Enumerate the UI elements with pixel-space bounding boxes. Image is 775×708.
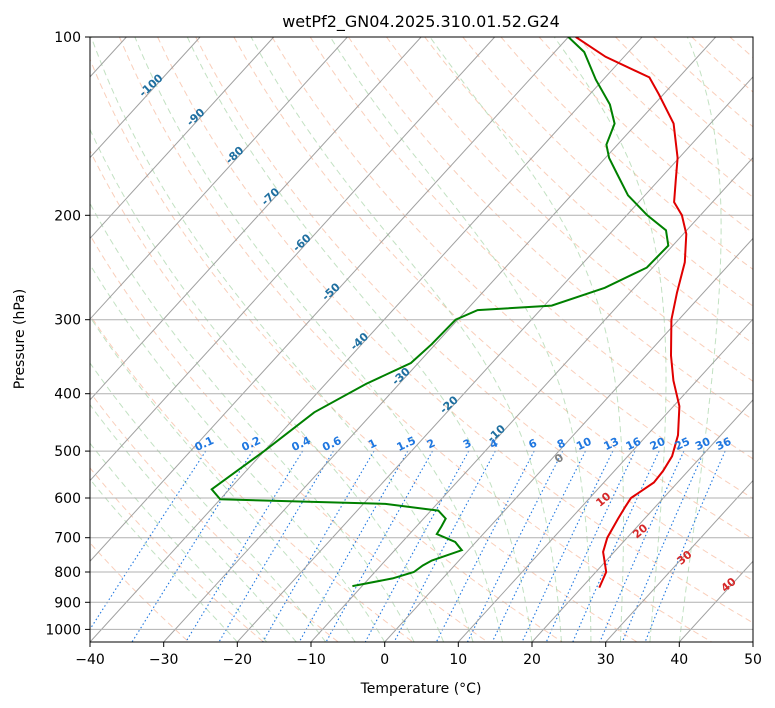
dewpoint-profile-line	[210, 37, 670, 588]
plot-frame	[89, 36, 754, 643]
dry-adiabat-line	[271, 37, 753, 500]
x-tick-label: 10	[449, 652, 467, 668]
y-axis-title: Pressure (hPa)	[12, 289, 28, 389]
y-tick-label: 1000	[45, 622, 81, 638]
temperature-profile-line	[575, 37, 688, 589]
moist-adiabat-line	[250, 37, 562, 642]
moist-adiabat-line	[90, 128, 445, 642]
dry-adiabat-line	[347, 37, 753, 421]
dry-adiabat-line	[90, 149, 563, 642]
isotherm-line	[531, 399, 753, 642]
isotherm-line	[163, 37, 717, 642]
x-tick-label: 0	[380, 652, 389, 668]
moist-adiabat-line	[553, 37, 667, 642]
y-tick-label: 800	[54, 565, 81, 581]
y-tick-label: 700	[54, 531, 81, 547]
isotherm-line	[90, 37, 569, 562]
mixing-ratio-line	[467, 450, 564, 642]
dry-adiabat-line	[157, 37, 753, 624]
mixing-ratio-line	[435, 450, 535, 642]
mixing-ratio-line	[572, 450, 660, 642]
moist-adiabat-line	[90, 403, 297, 642]
dry-adiabat-line	[90, 467, 264, 642]
background-lines	[90, 37, 753, 642]
moist-adiabat-line	[134, 37, 503, 642]
dry-adiabat-line	[118, 37, 712, 642]
moist-adiabat-line	[90, 263, 386, 642]
mixing-ratio-label: 30	[693, 435, 713, 453]
moist-adiabat-line	[678, 37, 722, 642]
isotherm-line	[457, 318, 753, 642]
x-tick-label: −40	[75, 652, 105, 668]
isotherm-line	[90, 37, 643, 642]
isotherm-line	[90, 37, 422, 401]
x-tick-label: 50	[744, 652, 762, 668]
dry-adiabat-line	[90, 234, 488, 642]
mixing-ratio-label: 36	[714, 435, 734, 453]
x-tick-label: 30	[597, 652, 615, 668]
y-tick-label: 900	[54, 595, 81, 611]
mixing-ratio-line	[545, 450, 636, 642]
isotherm-line	[236, 76, 753, 642]
isotherm-line	[605, 479, 753, 642]
y-tick-label: 400	[54, 387, 81, 403]
y-tick-label: 100	[54, 30, 81, 46]
axes: −40 −30 −20 −10 0 10 20 30 40 50 100 200 300 400 500 60…	[45, 30, 762, 668]
x-tick-label: 40	[670, 652, 688, 668]
moist-adiabat-line	[90, 315, 356, 642]
mixing-ratio-label: 16	[624, 435, 644, 453]
moist-adiabat-line	[90, 362, 327, 642]
x-tick-label: −20	[223, 652, 253, 668]
mixing-ratio-line	[521, 450, 614, 642]
mixing-ratio-line	[325, 450, 433, 642]
chart-title: wetPf2_GN04.2025.310.01.52.G24	[282, 12, 560, 32]
isotherm-line	[310, 156, 753, 642]
dry-adiabat-line	[462, 37, 753, 307]
moist-adiabat-line	[186, 37, 533, 642]
mixing-ratio-line	[185, 450, 304, 642]
x-tick-label: 20	[523, 652, 541, 668]
moist-adiabat-line	[429, 37, 624, 642]
mixing-ratio-line	[364, 450, 470, 642]
dry-adiabat-line	[233, 37, 753, 540]
mixing-ratio-line	[491, 450, 586, 642]
x-axis-title: Temperature (°C)	[360, 681, 482, 697]
mixing-ratio-label: 20	[648, 435, 668, 453]
x-tick-label: −10	[296, 652, 326, 668]
mixing-ratio-label: 25	[673, 435, 692, 453]
y-tick-label: 200	[54, 208, 81, 224]
mixing-ratio-label: 13	[602, 435, 621, 453]
mixing-ratio-line	[393, 450, 496, 642]
profile-lines	[210, 37, 688, 589]
dry-adiabat-line	[195, 37, 753, 582]
dry-adiabat-line	[309, 37, 753, 460]
isotherm-line	[90, 37, 275, 240]
moist-adiabat-line	[329, 37, 592, 642]
dry-adiabat-line	[90, 58, 638, 642]
y-tick-label: 300	[54, 313, 81, 329]
x-tick-label: −30	[149, 652, 179, 668]
moist-adiabat-line	[90, 37, 474, 642]
isotherm-line	[384, 237, 753, 642]
isotherm-line	[90, 37, 496, 482]
y-tick-label: 500	[54, 444, 81, 460]
mixing-ratio-label: 10	[574, 435, 594, 453]
isotherm-line	[90, 37, 201, 159]
y-tick-label: 600	[54, 491, 81, 507]
mixing-ratio-line	[298, 450, 409, 642]
isotherm-line	[90, 37, 348, 320]
